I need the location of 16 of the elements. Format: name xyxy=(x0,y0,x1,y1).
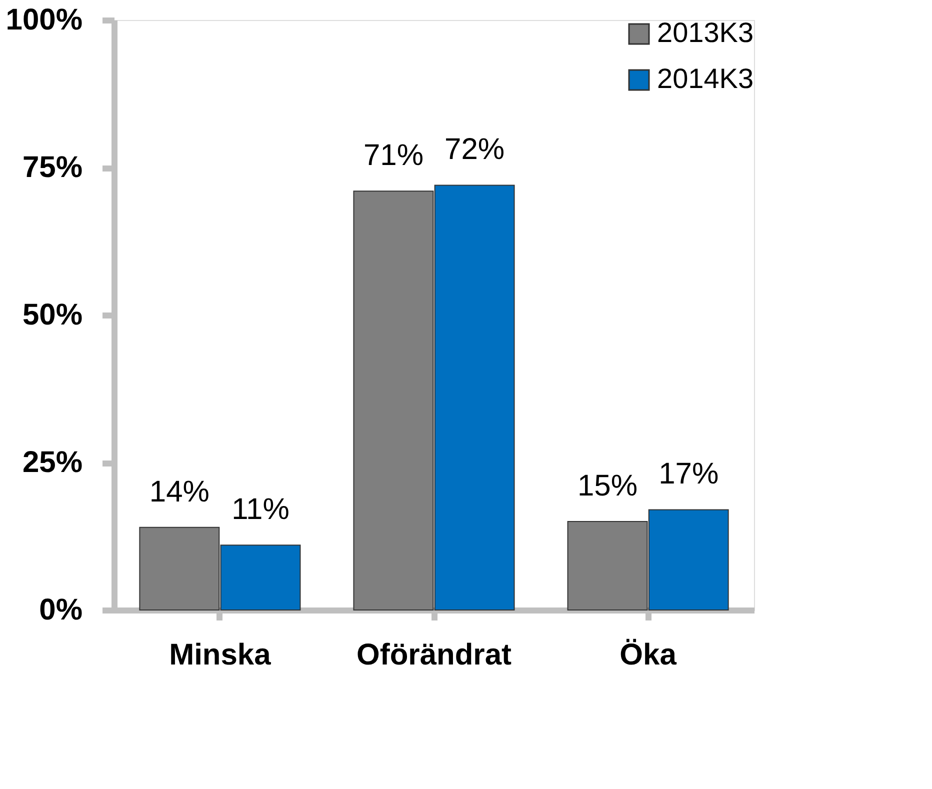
data-label: 72% xyxy=(444,133,505,166)
data-label: 17% xyxy=(658,458,719,491)
data-label: 15% xyxy=(577,470,638,502)
data-label: 71% xyxy=(363,139,424,172)
x-tick-label: Oförändrat xyxy=(356,638,512,672)
y-tick-label: 50% xyxy=(22,298,82,332)
y-tick-label: 75% xyxy=(22,151,82,184)
y-tick-label: 0% xyxy=(39,594,82,626)
data-label: 14% xyxy=(149,475,210,508)
x-tick-label: Minska xyxy=(169,638,272,672)
data-label: 11% xyxy=(232,493,290,526)
legend-label: 2013K3 xyxy=(657,17,754,48)
legend-label: 2014K3 xyxy=(657,63,754,94)
x-tick-label: Öka xyxy=(620,638,677,672)
y-tick-label: 100% xyxy=(6,4,82,36)
y-tick-label: 25% xyxy=(22,446,82,479)
